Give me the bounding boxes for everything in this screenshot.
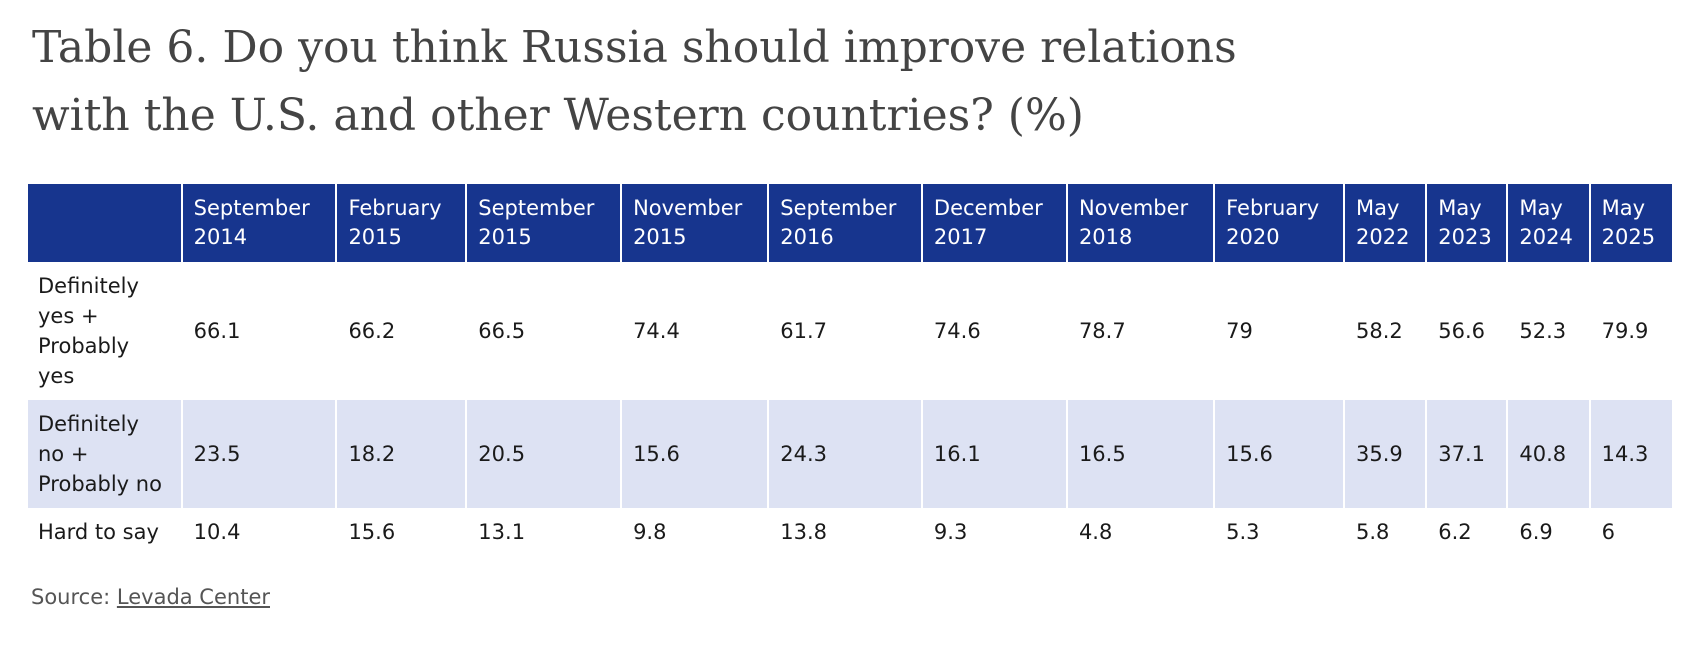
header-month: November [633,196,743,220]
table-cell: 6 [1588,508,1672,556]
table-cell: 23.5 [180,400,337,508]
header-month: February [348,196,442,220]
table-cell: 74.4 [620,262,769,400]
header-month: February [1226,196,1320,220]
header-year: 2016 [780,225,834,249]
row-label-line: Definitely [38,274,139,298]
header-month: May [1438,196,1482,220]
row-label-line: Probably [38,334,130,358]
table-cell: 13.1 [465,508,622,556]
table-cell: 6.9 [1506,508,1590,556]
row-label-line: no + [38,442,89,466]
header-year: 2015 [478,225,532,249]
row-label: Hard to say [28,508,182,556]
header-month: May [1355,196,1400,220]
source-link[interactable]: Levada Center [116,585,270,609]
header-cell: November 2015 [620,184,769,262]
table-header: September 2014 February 2015 September 2015 No… [28,184,1672,262]
header-year: 2020 [1226,225,1280,249]
header-month: September [478,196,595,220]
header-row: September 2014 February 2015 September 2015 No… [28,184,1672,262]
header-cell: September 2014 [180,184,337,262]
header-cell: May 2025 [1588,184,1672,262]
table-cell: 4.8 [1065,508,1215,556]
table-cell: 16.1 [920,400,1067,508]
header-month: September [780,196,897,220]
survey-table: September 2014 February 2015 September 2015 No… [28,184,1672,556]
header-year: 2014 [193,225,248,249]
header-month: September [193,196,310,220]
table-cell: 14.3 [1588,400,1672,508]
table-cell: 74.6 [920,262,1067,400]
table-row: Definitely yes + Probably yes 66.1 66.2 66.5 74… [28,262,1672,400]
table-cell: 9.3 [920,508,1067,556]
row-label: Definitely yes + Probably yes [28,262,182,400]
source-prefix: Source: [31,585,117,609]
table-cell: 78.7 [1065,262,1215,400]
row-label-line: Probably no [38,472,162,496]
header-year: 2022 [1355,225,1410,249]
table-cell: 40.8 [1506,400,1590,508]
page-title: Table 6. Do you think Russia should impr… [32,14,1332,150]
table-cell: 66.2 [335,262,467,400]
header-cell: May 2022 [1342,184,1427,262]
header-cell: September 2016 [767,184,922,262]
table-cell: 16.5 [1065,400,1215,508]
table-cell: 24.3 [767,400,922,508]
header-cell: September 2015 [465,184,622,262]
table-cell: 5.8 [1342,508,1427,556]
table-cell: 58.2 [1342,262,1427,400]
header-cell: May 2023 [1425,184,1508,262]
header-month: May [1601,196,1646,220]
table-cell: 10.4 [180,508,337,556]
row-label-line: yes [38,364,75,388]
table-cell: 66.1 [180,262,337,400]
header-month: May [1519,196,1563,220]
table-cell: 6.2 [1425,508,1508,556]
table-cell: 15.6 [335,508,467,556]
source-note: Source: Levada Center [31,585,270,609]
table-cell: 37.1 [1425,400,1508,508]
title-line-2: with the U.S. and other Western countrie… [32,90,1084,141]
row-label: Definitely no + Probably no [28,400,182,508]
table-cell: 5.3 [1213,508,1344,556]
header-cell: November 2018 [1065,184,1215,262]
table-cell: 9.8 [620,508,769,556]
header-year: 2015 [633,225,687,249]
row-label-line: Hard to say [38,520,159,544]
table-cell: 20.5 [465,400,622,508]
header-month: November [1078,196,1189,220]
title-line-1: Table 6. Do you think Russia should impr… [32,22,1237,73]
table-row: Definitely no + Probably no 23.5 18.2 20.5 15.… [28,400,1672,508]
row-label-line: Definitely [38,412,139,436]
table-cell: 79 [1213,262,1344,400]
table-row: Hard to say 10.4 15.6 13.1 9.8 13.8 9.3 4.8 5.3 5… [28,508,1672,556]
table-cell: 56.6 [1425,262,1508,400]
header-month: December [933,196,1043,220]
header-cell-empty [28,184,182,262]
table-cell: 35.9 [1342,400,1427,508]
table-cell: 18.2 [335,400,467,508]
header-year: 2024 [1519,225,1573,249]
header-year: 2025 [1601,225,1656,249]
table-cell: 15.6 [620,400,769,508]
table-body: Definitely yes + Probably yes 66.1 66.2 66.5 74… [28,262,1672,556]
header-year: 2015 [348,225,402,249]
header-cell: December 2017 [920,184,1067,262]
table-cell: 52.3 [1506,262,1590,400]
table-cell: 79.9 [1588,262,1672,400]
table-cell: 15.6 [1213,400,1344,508]
table-cell: 61.7 [767,262,922,400]
header-year: 2018 [1078,225,1133,249]
header-cell: February 2015 [335,184,467,262]
header-year: 2017 [933,225,988,249]
header-cell: February 2020 [1213,184,1344,262]
row-label-line: yes + [38,304,99,328]
header-year: 2023 [1438,225,1492,249]
header-cell: May 2024 [1506,184,1590,262]
table-cell: 13.8 [767,508,922,556]
table-cell: 66.5 [465,262,622,400]
